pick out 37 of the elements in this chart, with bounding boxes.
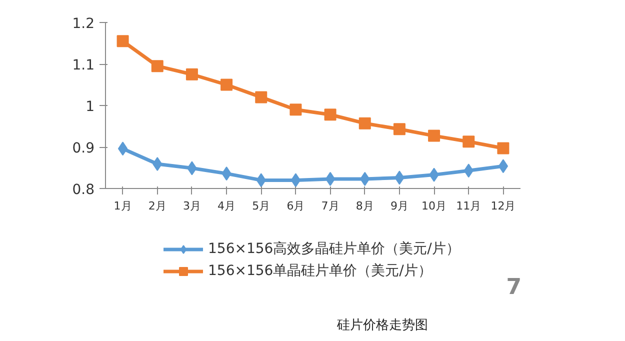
x-tick-label: 10月 <box>422 200 447 212</box>
x-tick-label: 4月 <box>218 200 236 212</box>
legend-label: 156×156单晶硅片单价（美元/片） <box>208 262 432 280</box>
point <box>462 136 475 148</box>
x-tick-label: 11月 <box>456 200 482 212</box>
x-tick-label: 5月 <box>252 200 270 212</box>
point <box>358 117 371 130</box>
point <box>186 68 198 80</box>
point <box>497 142 510 154</box>
y-tick-label: 0.9 <box>72 140 94 156</box>
x-tick-label: 2月 <box>148 200 166 212</box>
point <box>325 172 336 186</box>
x-tick-label: 8月 <box>356 200 374 212</box>
y-tick-label: 0.8 <box>72 182 94 198</box>
x-tick-label: 7月 <box>321 200 340 212</box>
y-tick-label: 1 <box>86 99 95 115</box>
point <box>393 123 406 136</box>
x-tick-label: 6月 <box>286 200 305 212</box>
point <box>118 142 128 156</box>
point <box>498 159 508 174</box>
text: 硅片价格走势图 <box>336 318 428 333</box>
x-tick-label: 1月 <box>114 200 132 212</box>
point <box>290 104 302 116</box>
x-tick-label: 3月 <box>182 200 201 212</box>
point <box>151 60 164 72</box>
text: 7 <box>506 275 522 300</box>
x-tick-label: 9月 <box>390 200 408 212</box>
point <box>255 91 268 104</box>
point <box>220 78 233 91</box>
point <box>290 173 301 188</box>
y-tick-label: 1.2 <box>72 16 94 32</box>
y-tick-label: 1.1 <box>72 58 94 74</box>
point <box>324 108 336 121</box>
point <box>428 130 440 142</box>
legend-label: 156×156高效多晶硅片单价（美元/片） <box>208 240 460 258</box>
x-tick-label: 12月 <box>490 200 516 212</box>
point <box>116 35 129 48</box>
